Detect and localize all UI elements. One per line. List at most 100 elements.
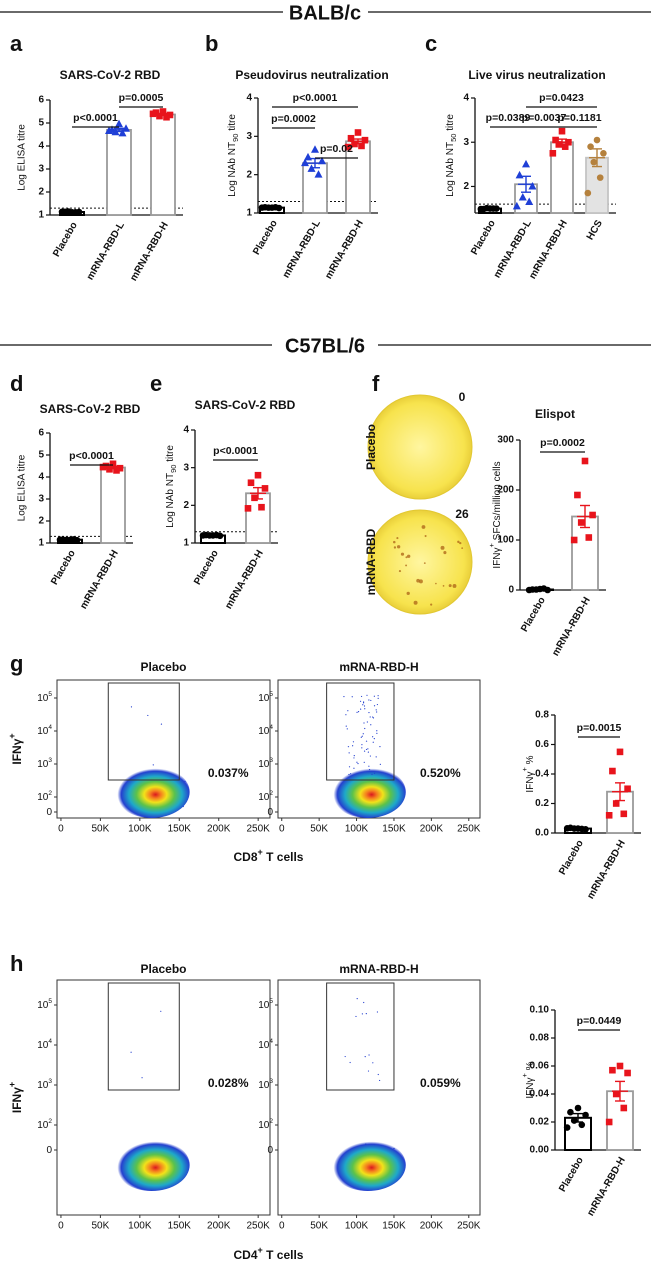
data-point bbox=[301, 158, 309, 167]
gate-event bbox=[373, 772, 376, 774]
y-tick-base: 10 bbox=[37, 1000, 49, 1011]
data-point bbox=[620, 1104, 628, 1112]
spot bbox=[396, 537, 399, 540]
p-value: p=0.1181 bbox=[557, 112, 601, 124]
data-point bbox=[570, 536, 578, 544]
data-point bbox=[258, 503, 265, 511]
y-tick-label: 300 bbox=[497, 435, 514, 446]
y-tick-exp: 3 bbox=[48, 1078, 52, 1085]
gate-percent: 0.520% bbox=[420, 766, 461, 780]
y-axis-label: IFNγ+ % bbox=[520, 1061, 535, 1098]
gate-event bbox=[370, 699, 372, 702]
y-tick-label: 105 bbox=[258, 691, 273, 703]
gate-event bbox=[355, 1015, 357, 1018]
y-tick-label: 0.06 bbox=[530, 1061, 550, 1072]
x-tick-label: 50K bbox=[91, 824, 109, 835]
y-axis-label-part: IFNγ bbox=[10, 738, 24, 764]
chart-title: SARS-CoV-2 RBD bbox=[40, 402, 141, 416]
data-point bbox=[528, 181, 537, 190]
x-axis-label-part: CD4 bbox=[234, 1248, 258, 1262]
y-tick-label: 200 bbox=[497, 485, 514, 496]
y-tick-base: 10 bbox=[37, 693, 49, 704]
gate-event bbox=[366, 694, 368, 696]
gate-event bbox=[350, 773, 352, 775]
density-blob bbox=[329, 1139, 406, 1191]
y-tick-label: 0.10 bbox=[530, 1005, 550, 1016]
p-value: p=0.02 bbox=[320, 143, 353, 155]
spot bbox=[448, 584, 452, 588]
y-tick-exp: 2 bbox=[48, 1118, 52, 1125]
spot bbox=[393, 540, 396, 544]
y-tick-label: 103 bbox=[258, 757, 273, 769]
data-point bbox=[605, 1118, 613, 1126]
data-point bbox=[624, 1069, 631, 1077]
gate-event bbox=[369, 755, 371, 757]
gate-event bbox=[368, 711, 370, 714]
y-tick-label: 4 bbox=[38, 472, 44, 483]
gate-event bbox=[353, 754, 355, 757]
data-point bbox=[311, 145, 319, 153]
data-point bbox=[99, 463, 107, 471]
y-tick-label: 1 bbox=[38, 538, 44, 549]
spot bbox=[440, 545, 445, 550]
y-tick-exp: 5 bbox=[48, 998, 52, 1005]
y-tick-base: 10 bbox=[258, 1040, 270, 1051]
y-axis-label-part: SFCs/million cells bbox=[492, 461, 503, 543]
x-tick-label: 0 bbox=[58, 824, 64, 835]
gate bbox=[326, 682, 395, 781]
p-value: p=0.0005 bbox=[119, 92, 164, 104]
x-tick-label: Placebo bbox=[251, 218, 280, 257]
plot-title: Placebo bbox=[140, 660, 186, 674]
y-axis-label: IFNγ+ bbox=[7, 1082, 24, 1113]
y-tick-label: 0 bbox=[267, 807, 273, 818]
spot-count: 26 bbox=[455, 507, 469, 521]
gate-event bbox=[344, 1055, 346, 1058]
y-tick-base: 10 bbox=[37, 726, 49, 737]
plot-title: Placebo bbox=[140, 962, 186, 976]
gate-event bbox=[356, 711, 358, 713]
gate-event bbox=[365, 748, 368, 751]
y-tick-label: 104 bbox=[37, 724, 52, 736]
p-value: p<0.0001 bbox=[293, 92, 338, 104]
x-axis-label-part: T cells bbox=[263, 850, 304, 864]
y-tick-exp: 2 bbox=[269, 1118, 273, 1125]
data-point bbox=[567, 1108, 574, 1116]
p-value: p=0.0002 bbox=[271, 113, 316, 125]
x-tick-label: mRNA-RBD-H bbox=[128, 220, 171, 283]
x-tick-label: Placebo bbox=[51, 220, 80, 259]
y-tick-label: 3 bbox=[38, 164, 44, 175]
data-point bbox=[624, 785, 631, 793]
gate-event bbox=[361, 1013, 363, 1015]
y-tick-label: 6 bbox=[38, 428, 44, 439]
elispot-well bbox=[367, 509, 473, 615]
y-tick-label: 0.02 bbox=[530, 1117, 550, 1128]
gate-event bbox=[377, 697, 379, 699]
gate-event bbox=[373, 705, 376, 707]
y-tick-label: 103 bbox=[37, 1078, 52, 1090]
p-value: p=0.0449 bbox=[577, 1015, 622, 1027]
y-tick-label: 0 bbox=[267, 1145, 273, 1156]
y-tick-base: 10 bbox=[258, 792, 270, 803]
y-tick-exp: 4 bbox=[269, 724, 273, 731]
data-point bbox=[247, 479, 255, 487]
spot bbox=[423, 562, 426, 564]
y-tick-label: 2 bbox=[246, 169, 252, 180]
gate-event bbox=[365, 740, 368, 742]
x-tick-label: mRNA-RBD-H bbox=[585, 838, 628, 901]
gate-event bbox=[361, 747, 363, 749]
y-axis-label-part: Log NAb NT bbox=[165, 473, 176, 528]
y-tick-label: 102 bbox=[258, 790, 273, 802]
x-tick-label: Placebo bbox=[557, 1155, 586, 1194]
y-tick-label: 103 bbox=[258, 1078, 273, 1090]
x-axis-label-part: CD8 bbox=[234, 850, 258, 864]
spot bbox=[442, 585, 445, 587]
y-tick-label: 4 bbox=[38, 141, 44, 152]
data-point bbox=[558, 127, 566, 135]
y-tick-base: 0 bbox=[267, 1145, 273, 1156]
gate-event bbox=[376, 1011, 379, 1013]
data-point bbox=[314, 170, 323, 178]
data-point bbox=[163, 113, 170, 121]
y-tick-base: 10 bbox=[258, 1120, 270, 1131]
gate-event bbox=[347, 746, 350, 748]
spot bbox=[393, 546, 397, 549]
